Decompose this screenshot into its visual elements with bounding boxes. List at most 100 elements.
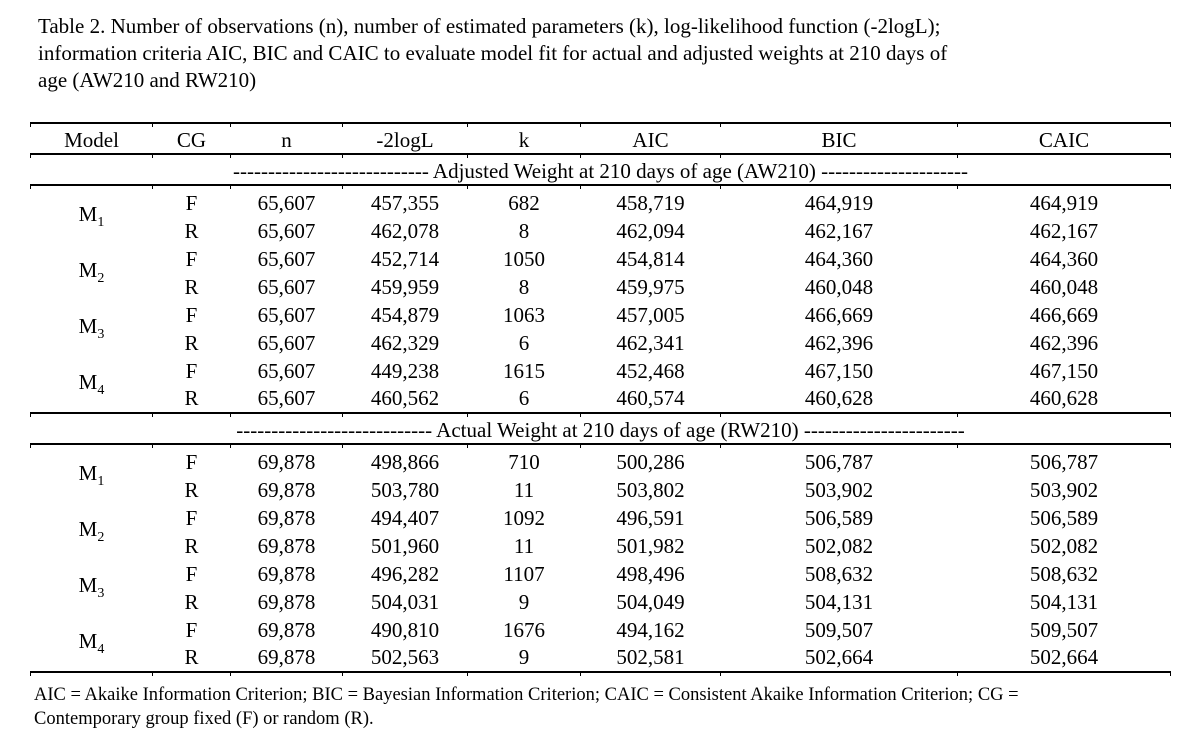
data-cell: 466,669 [1029,302,1099,327]
caption-line: Table 2. Number of observations (n), num… [38,14,941,38]
data-cell: 502,664 [804,645,874,669]
model-base: M [78,461,98,486]
table-row: M2 F 65,607 452,714 1050 454,814 464,360… [31,245,1171,287]
data-cell: 69,878 [257,617,316,642]
data-cell: 65,607 [257,330,316,355]
data-cell: 464,919 [1029,190,1099,215]
data-cell: 1063 [503,302,545,327]
data-cell: 504,031 [370,589,440,614]
data-cell: 65,607 [257,190,316,215]
col-header-n: n [281,127,292,152]
data-cell: 65,607 [257,218,316,243]
data-cell: 9 [518,589,530,614]
data-cell: 1615 [503,358,545,383]
model-base: M [78,258,98,283]
model-subscript: 4 [97,642,105,658]
model-fit-table: Model CG n -2logL k AIC BIC CAIC -------… [30,122,1171,676]
data-cell: 69,878 [257,533,316,558]
data-cell: 504,131 [804,589,874,614]
model-subscript: 2 [97,530,105,546]
model-subscript: 1 [97,474,105,490]
table-row: R 69,878 504,031 9 504,049 504,131 504,1… [31,588,1171,616]
data-cell: 496,591 [616,505,685,530]
model-label: M3 [31,301,153,357]
model-base: M [78,573,98,598]
data-cell: 65,607 [257,358,316,383]
data-cell: R [184,274,199,299]
data-cell: 504,049 [616,589,685,614]
rule-tick-cell [957,122,1171,127]
data-cell: 65,607 [257,274,316,299]
model-label: M2 [31,504,153,560]
data-cell: 457,005 [616,302,685,327]
data-cell: 501,982 [616,533,685,558]
table-row: M4 F 69,878 490,810 1676 494,162 509,507… [31,616,1171,658]
data-cell: 6 [518,330,530,355]
model-label: M2 [31,245,153,301]
table-row: M3 F 69,878 496,282 1107 498,496 508,632… [31,560,1171,602]
data-cell: 682 [508,190,540,215]
data-cell: F [185,617,198,642]
model-subscript: 4 [97,383,105,399]
table-row: M4 F 65,607 449,238 1615 452,468 467,150… [31,357,1171,399]
data-cell: 467,150 [1029,358,1099,383]
data-cell: 462,396 [804,330,874,355]
data-cell: 457,355 [370,190,440,215]
data-cell: 460,574 [616,386,685,410]
rule-tick-cell [957,153,1171,158]
data-cell: 9 [518,645,530,669]
caption-line: age (AW210 and RW210) [38,68,257,92]
data-cell: 1107 [503,561,545,586]
rule-tick-cell [467,671,581,676]
data-cell: 462,329 [370,330,440,355]
data-cell: 459,959 [370,274,440,299]
model-subscript: 3 [97,327,105,343]
data-cell: 496,282 [370,561,440,586]
data-cell: 502,664 [1029,645,1099,669]
table-row: R 65,607 459,959 8 459,975 460,048 460,0… [31,273,1171,301]
table-rule [30,443,1171,448]
data-cell: 508,632 [1029,561,1099,586]
data-cell: 460,048 [804,274,874,299]
data-cell: R [184,533,199,558]
model-subscript: 2 [97,271,105,287]
data-cell: 69,878 [257,449,316,474]
col-header-model: Model [64,127,119,152]
table-row: M1 F 65,607 457,355 682 458,719 464,919 … [31,189,1171,231]
data-cell: 502,082 [1029,533,1099,558]
data-cell: R [184,589,199,614]
data-cell: 8 [518,218,530,243]
data-cell: 501,960 [370,533,440,558]
model-base: M [78,314,98,339]
data-cell: F [185,505,198,530]
rule-tick-cell [30,671,153,676]
data-cell: R [184,645,199,669]
data-cell: 506,589 [804,505,874,530]
data-cell: 69,878 [257,477,316,502]
section-heading-rw210: ---------------------------- Actual Weig… [236,417,965,442]
col-header-k: k [518,127,530,152]
rule-tick-cell [957,412,1171,417]
table-row: R 69,878 501,960 11 501,982 502,082 502,… [31,532,1171,560]
rule-tick-cell [720,671,958,676]
data-cell: R [184,386,199,410]
header-row: Model CG n -2logL k AIC BIC CAIC [31,127,1171,154]
data-cell: 460,048 [1029,274,1099,299]
data-cell: 454,814 [616,246,685,271]
data-cell: 462,094 [616,218,685,243]
data-cell: 8 [518,274,530,299]
data-cell: 502,581 [616,645,685,669]
data-cell: 503,780 [370,477,440,502]
caption-line: information criteria AIC, BIC and CAIC t… [38,41,948,65]
rule-tick-cell [152,671,231,676]
data-cell: 69,878 [257,561,316,586]
table-footnote: AIC = Akaike Information Criterion; BIC … [30,683,1149,731]
section-heading-aw210: ---------------------------- Adjusted We… [233,158,968,183]
rule-tick-cell [580,671,721,676]
footnote-line: AIC = Akaike Information Criterion; BIC … [34,685,1019,705]
data-cell: 464,360 [1029,246,1099,271]
data-cell: 462,396 [1029,330,1099,355]
table-row: R 69,878 503,780 11 503,802 503,902 503,… [31,476,1171,504]
model-label: M1 [31,189,153,245]
col-header-cg: CG [176,127,207,152]
